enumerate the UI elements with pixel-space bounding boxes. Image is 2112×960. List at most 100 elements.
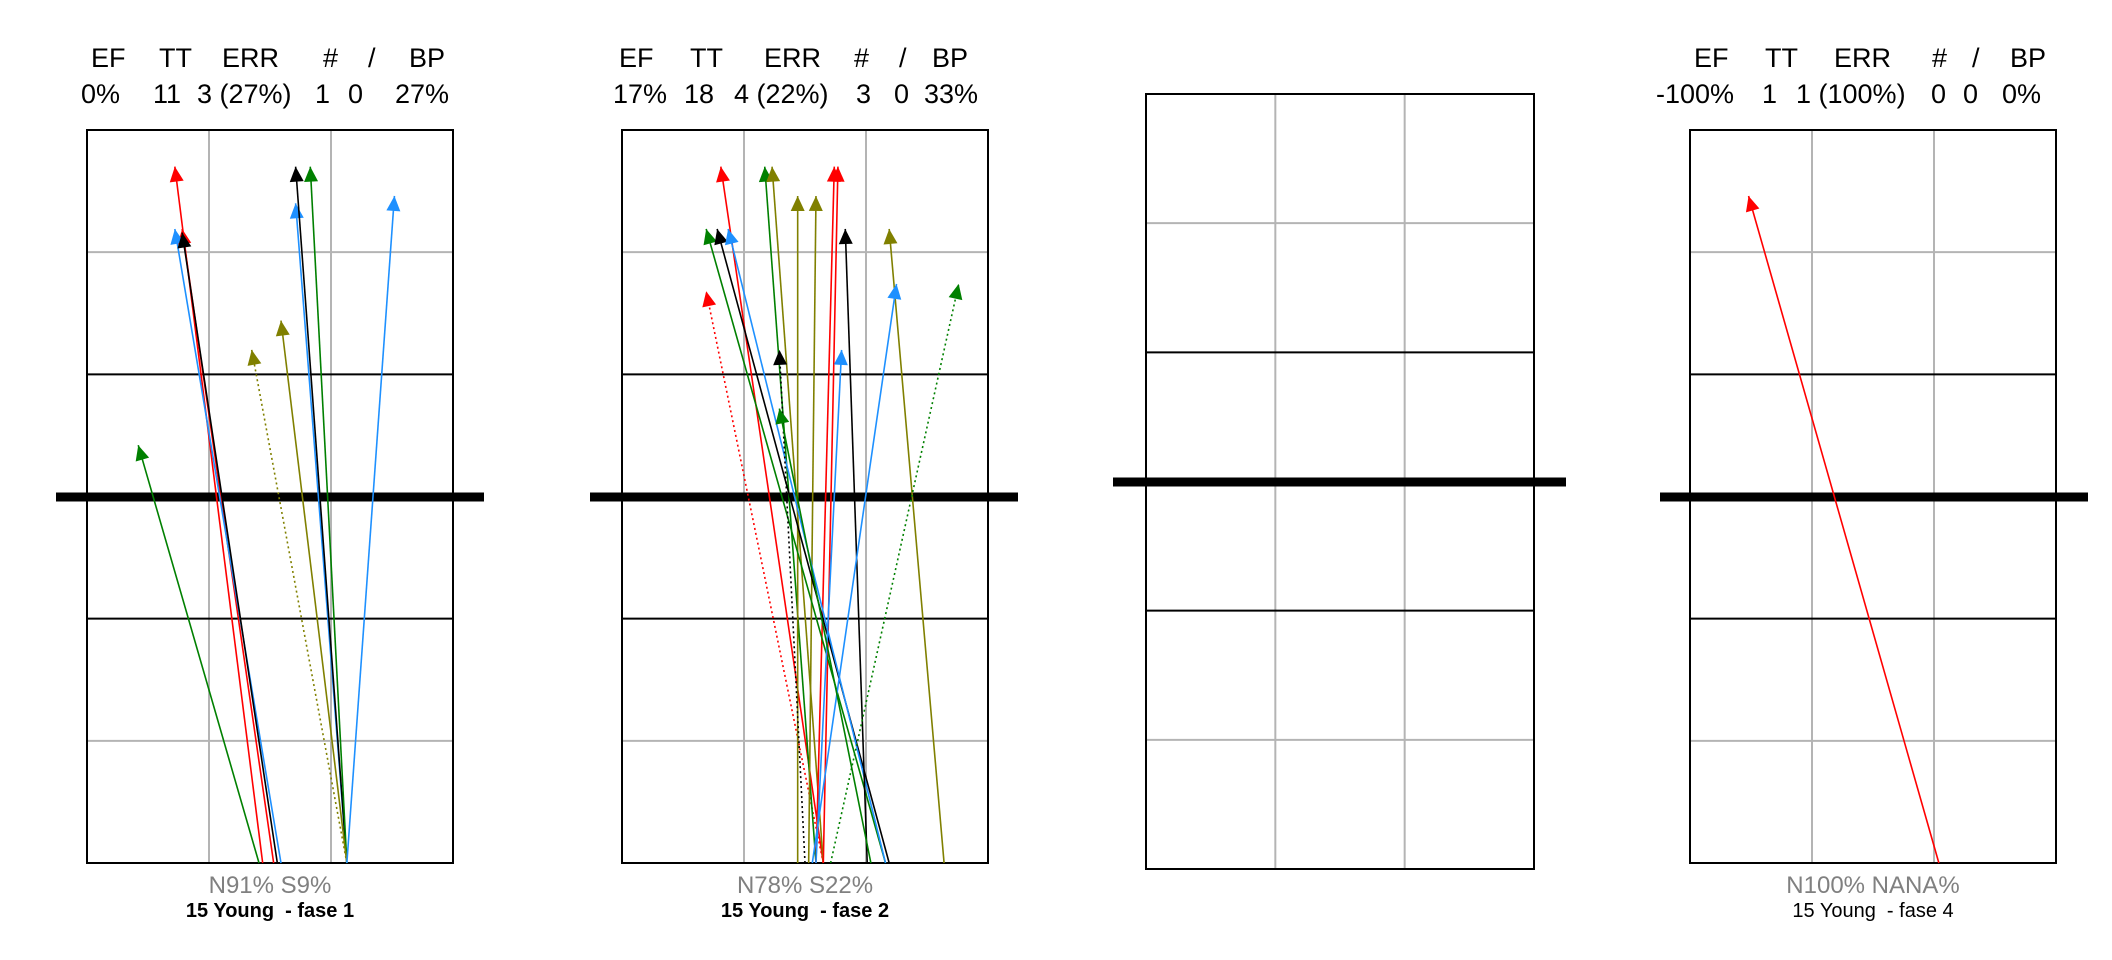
stat-value: 27% xyxy=(395,79,449,109)
stat-label: / xyxy=(1972,43,1980,73)
stat-value: 1 (100%) xyxy=(1796,79,1906,109)
trajectory-line xyxy=(1747,195,1940,864)
trajectory-line xyxy=(822,166,839,864)
arrow-head xyxy=(948,283,963,301)
stat-value: 0% xyxy=(81,79,120,109)
stat-label: / xyxy=(368,43,376,73)
trajectory-line xyxy=(705,228,887,864)
arrow-head xyxy=(790,195,805,211)
arrow-head xyxy=(247,349,262,366)
stat-label: ERR xyxy=(764,43,821,73)
trajectory-line xyxy=(815,166,836,864)
panel-caption: 15 Young - fase 4 xyxy=(1792,900,1953,922)
trajectory-line xyxy=(829,283,960,864)
arrow-head xyxy=(304,166,319,182)
zone-percentages: N91% S9% xyxy=(209,872,332,899)
trajectory-line xyxy=(716,228,890,864)
arrow-head xyxy=(289,166,304,183)
stat-value: 4 (22%) xyxy=(734,79,829,109)
stats-header: EF TT ERR # / BP -100% 1 1 (100%) 0 0 0% xyxy=(1656,43,2046,109)
stat-label: BP xyxy=(409,43,445,73)
trajectory-line xyxy=(174,228,282,864)
arrow-head xyxy=(289,203,304,219)
stat-value: 11 xyxy=(153,79,181,109)
trajectory-line xyxy=(280,320,348,864)
trajectory-line xyxy=(815,349,843,864)
arrow-head xyxy=(833,349,848,366)
arrow-head xyxy=(386,195,401,212)
stat-label: TT xyxy=(1765,43,1798,73)
stat-label: BP xyxy=(2010,43,2046,73)
trajectory-line xyxy=(888,228,945,864)
stat-label: ERR xyxy=(1834,43,1891,73)
arrow-head xyxy=(808,195,823,212)
court-panel-2: EF TT ERR # / BP 17% 18 4 (22%) 3 0 33% N78% S22%15 … xyxy=(590,43,1018,922)
stat-value: 0% xyxy=(2002,79,2041,109)
zone-percentages: N100% NANA% xyxy=(1786,872,1959,899)
arrow-head xyxy=(1745,195,1760,213)
stat-value: 3 (27%) xyxy=(197,79,292,109)
court-panel-1: EF TT ERR # / BP 0% 11 3 (27%) 1 0 27% N91% S9%15 Yo… xyxy=(56,43,484,922)
trajectory-arrows xyxy=(1745,195,1940,864)
arrow-head xyxy=(135,445,150,462)
arrow-head xyxy=(169,166,184,183)
arrow-head xyxy=(177,232,192,249)
arrow-head xyxy=(703,228,717,246)
trajectory-arrows xyxy=(702,166,963,864)
arrow-head xyxy=(830,166,845,182)
arrow-head xyxy=(838,228,853,245)
trajectory-line xyxy=(705,291,825,864)
stat-label: # xyxy=(854,43,869,73)
stat-value: 0 xyxy=(1931,79,1946,109)
stats-header: EF TT ERR # / BP 0% 11 3 (27%) 1 0 27% xyxy=(81,43,449,109)
stat-label: TT xyxy=(690,43,723,73)
stat-value: 1 xyxy=(1762,79,1777,109)
trajectory-line xyxy=(250,349,348,864)
trajectory-arrows xyxy=(135,166,401,864)
arrow-head xyxy=(766,166,781,183)
stat-label: EF xyxy=(1694,43,1729,73)
trajectory-line xyxy=(811,283,898,864)
stat-label: EF xyxy=(619,43,654,73)
arrow-head xyxy=(724,228,739,246)
arrow-head xyxy=(883,228,898,245)
stat-label: EF xyxy=(91,43,126,73)
stat-value: 3 xyxy=(856,79,871,109)
stat-value: 0 xyxy=(348,79,363,109)
arrow-head xyxy=(887,283,902,300)
stat-label: ERR xyxy=(222,43,279,73)
stat-value: 18 xyxy=(684,79,714,109)
trajectory-line xyxy=(309,166,348,864)
stats-header: EF TT ERR # / BP 17% 18 4 (22%) 3 0 33% xyxy=(613,43,978,109)
court-panel-3 xyxy=(1113,93,1566,870)
panel-caption: 15 Young - fase 2 xyxy=(721,900,889,922)
stat-label: BP xyxy=(932,43,968,73)
arrow-head xyxy=(275,320,290,337)
arrow-head xyxy=(773,349,788,366)
trajectory-line xyxy=(778,408,872,864)
zone-percentages: N78% S22% xyxy=(737,872,873,899)
stat-value: 0 xyxy=(894,79,909,109)
stat-value: 17% xyxy=(613,79,667,109)
stat-label: / xyxy=(899,43,907,73)
arrow-head xyxy=(714,228,728,246)
panel-caption: 15 Young - fase 1 xyxy=(186,900,354,922)
trajectory-line xyxy=(720,166,825,864)
stat-value: 33% xyxy=(924,79,978,109)
trajectory-line xyxy=(294,166,348,864)
trajectory-line xyxy=(778,349,806,864)
stat-value: 1 xyxy=(315,79,330,109)
stat-value: -100% xyxy=(1656,79,1734,109)
trajectory-line xyxy=(346,195,396,864)
arrow-head xyxy=(716,166,730,183)
stat-label: # xyxy=(1932,43,1947,73)
trajectory-line xyxy=(807,195,817,864)
arrow-head xyxy=(775,408,790,425)
trajectory-line xyxy=(844,228,869,864)
arrow-head xyxy=(702,291,717,308)
stat-label: TT xyxy=(159,43,192,73)
trajectory-line xyxy=(181,232,279,864)
stat-value: 0 xyxy=(1963,79,1978,109)
court-panel-4: EF TT ERR # / BP -100% 1 1 (100%) 0 0 0% N100% NANA%… xyxy=(1656,43,2088,922)
